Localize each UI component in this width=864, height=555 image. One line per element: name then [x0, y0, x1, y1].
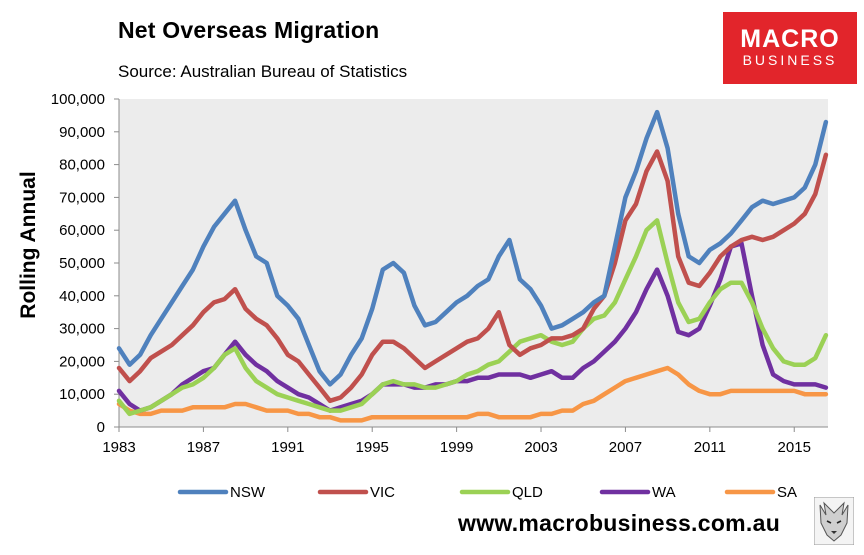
- wolf-mascot-icon: [814, 497, 854, 545]
- x-tick-label: 1991: [271, 439, 304, 456]
- legend-label-qld: QLD: [512, 484, 543, 500]
- y-tick-label: 70,000: [59, 189, 105, 206]
- x-tick-label: 2003: [524, 439, 557, 456]
- series-line-sa: [116, 365, 829, 423]
- x-tick-label: 2007: [609, 439, 642, 456]
- y-tick-label: 100,000: [51, 91, 105, 108]
- y-tick-label: 10,000: [59, 386, 105, 403]
- y-tick-label: 30,000: [59, 321, 105, 338]
- x-tick-label: 2015: [778, 439, 811, 456]
- y-tick-label: 0: [97, 419, 105, 436]
- x-tick-label: 2011: [694, 439, 726, 456]
- macrobusiness-logo: MACRO BUSINESS: [723, 12, 857, 84]
- x-tick-label: 1987: [187, 439, 220, 456]
- y-tick-label: 90,000: [59, 124, 105, 141]
- legend-label-wa: WA: [652, 484, 676, 500]
- legend: NSW VIC QLD WA SA: [177, 484, 797, 500]
- line-chart: 0 10,000 20,000 30,000 40,000 50,000 60,000 70,…: [51, 91, 829, 500]
- x-tick-label: 1995: [356, 439, 389, 456]
- y-tick-label: 40,000: [59, 288, 105, 305]
- y-tick-label: 80,000: [59, 157, 105, 174]
- x-tick-label: 1983: [102, 439, 135, 456]
- axes: 0 10,000 20,000 30,000 40,000 50,000 60,000 70,…: [51, 91, 828, 456]
- website-url: www.macrobusiness.com.au: [458, 510, 781, 536]
- chart-title: Net Overseas Migration: [118, 17, 380, 43]
- legend-label-nsw: NSW: [230, 484, 266, 500]
- series-lines: [116, 109, 829, 423]
- legend-label-sa: SA: [777, 484, 797, 500]
- y-tick-label: 50,000: [59, 255, 105, 272]
- y-tick-label: 60,000: [59, 222, 105, 239]
- series-line-nsw: [116, 109, 829, 387]
- logo-text-macro: MACRO: [740, 25, 840, 53]
- legend-label-vic: VIC: [370, 484, 395, 500]
- chart-subtitle: Source: Australian Bureau of Statistics: [118, 62, 408, 81]
- series-line-vic: [116, 149, 829, 404]
- x-tick-label: 1999: [440, 439, 473, 456]
- logo-text-business: BUSINESS: [742, 52, 838, 68]
- series-line-wa: [116, 241, 829, 413]
- series-line-qld: [116, 218, 829, 417]
- y-tick-label: 20,000: [59, 353, 105, 370]
